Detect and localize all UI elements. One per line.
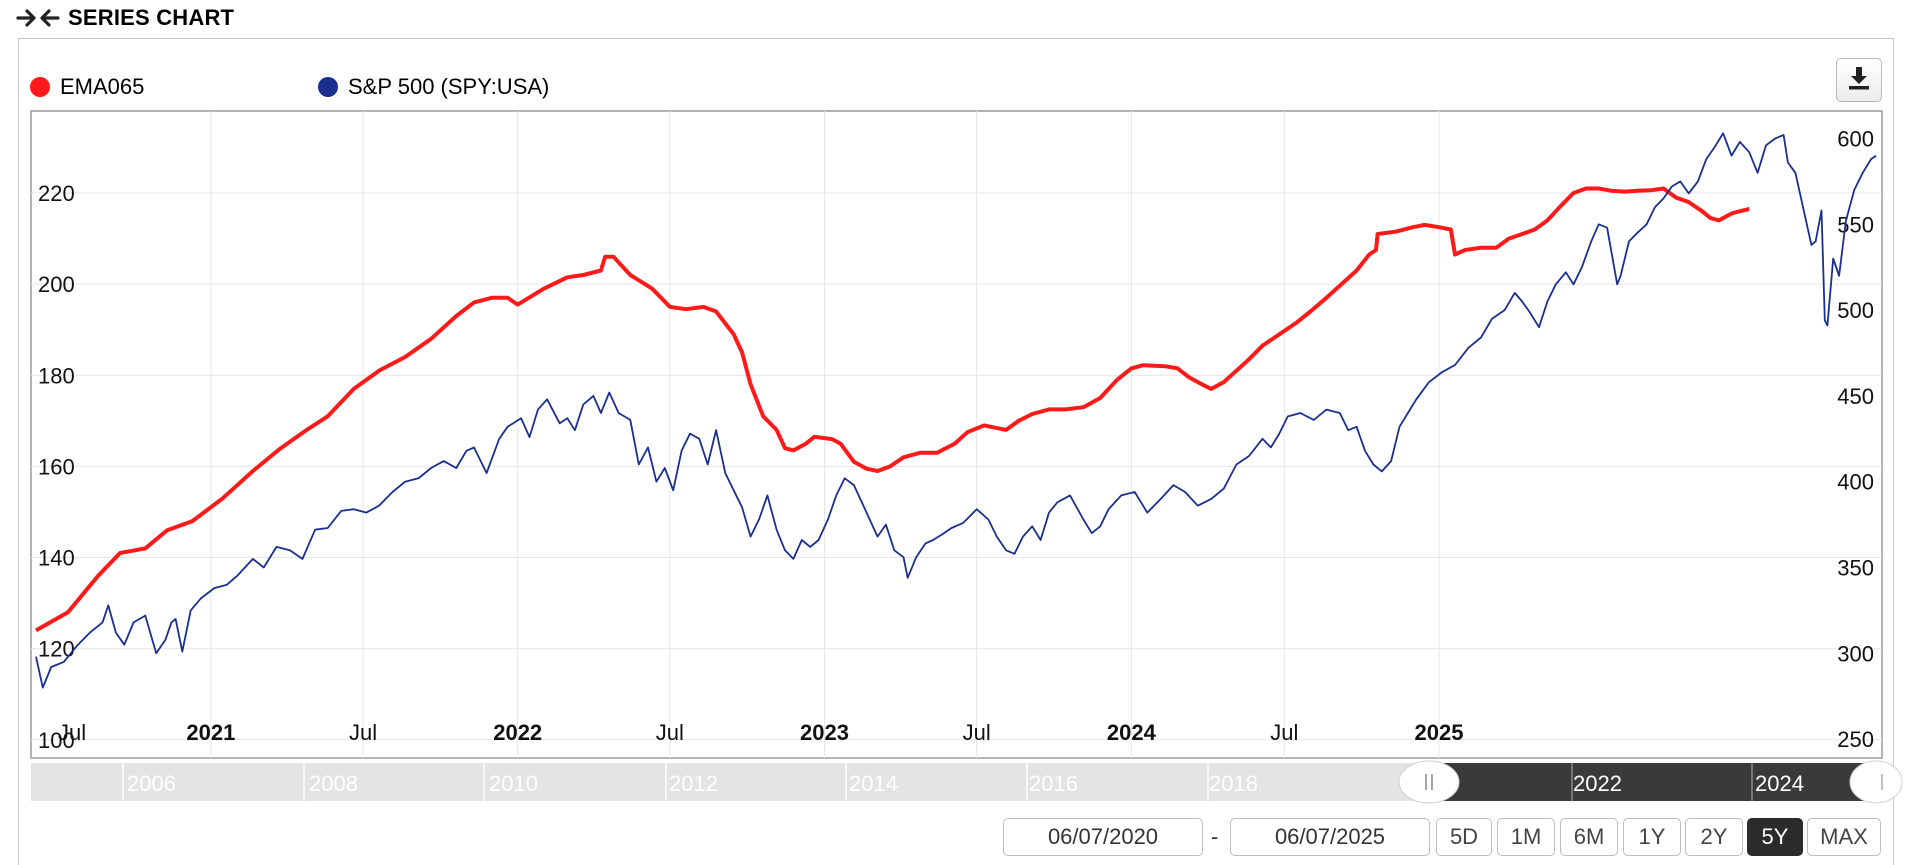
navigator-year-label: 2006 xyxy=(127,771,176,796)
chart-header: SERIES CHART xyxy=(16,4,234,32)
x-tick-label: Jul xyxy=(656,720,684,745)
x-tick-label: 2022 xyxy=(493,720,542,745)
to-date-input[interactable] xyxy=(1230,818,1430,856)
series-line-ema065 xyxy=(35,186,1750,633)
navigator-handle-left[interactable] xyxy=(1398,760,1460,804)
x-tick-label: 2021 xyxy=(186,720,235,745)
x-axis: Jul 2021 Jul 2022 Jul 2023 Jul 2024 Jul 2025 xyxy=(58,720,1463,745)
navigator-year-label: 2008 xyxy=(309,771,358,796)
from-date-input[interactable] xyxy=(1003,818,1203,856)
x-tick-label: Jul xyxy=(1270,720,1298,745)
right-tick-label: 600 xyxy=(1837,126,1874,151)
left-tick-label: 120 xyxy=(38,637,75,662)
range-button-5d[interactable]: 5D xyxy=(1436,818,1492,856)
x-tick-label: Jul xyxy=(58,720,86,745)
left-tick-label: 160 xyxy=(38,454,75,479)
right-tick-label: 250 xyxy=(1837,727,1874,752)
series-lines xyxy=(35,132,1877,689)
x-tick-label: 2024 xyxy=(1107,720,1157,745)
legend-item-spy[interactable]: S&P 500 (SPY:USA) xyxy=(318,72,549,102)
navigator-year-label: 2016 xyxy=(1029,771,1078,796)
chart-title: SERIES CHART xyxy=(68,5,235,30)
legend-marker-spy xyxy=(318,77,338,97)
left-axis: 100 120 140 160 180 200 220 xyxy=(38,181,75,753)
left-tick-label: 220 xyxy=(38,181,75,206)
right-tick-label: 550 xyxy=(1837,212,1874,237)
navigator-year-label: 2022 xyxy=(1573,771,1622,796)
legend-label-ema: EMA065 xyxy=(60,74,145,99)
right-tick-label: 400 xyxy=(1837,470,1874,495)
navigator-selection xyxy=(1418,763,1864,801)
series-line-spy xyxy=(35,132,1877,689)
right-tick-label: 500 xyxy=(1837,298,1874,323)
range-button-1m[interactable]: 1M xyxy=(1497,818,1555,856)
date-separator: - xyxy=(1211,824,1219,849)
right-tick-label: 450 xyxy=(1837,384,1874,409)
navigator-year-label: 2010 xyxy=(489,771,538,796)
x-tick-label: Jul xyxy=(349,720,377,745)
navigator-year-label: 2014 xyxy=(849,771,898,796)
x-tick-label: 2023 xyxy=(800,720,849,745)
download-button[interactable] xyxy=(1836,58,1882,102)
navigator-handle-right[interactable] xyxy=(1849,760,1903,804)
left-tick-label: 100 xyxy=(38,728,75,753)
range-button-max[interactable]: MAX xyxy=(1807,818,1881,856)
navigator-year-label: 2012 xyxy=(669,771,718,796)
range-button-5y[interactable]: 5Y xyxy=(1747,818,1803,856)
download-icon xyxy=(1846,65,1872,96)
right-tick-label: 300 xyxy=(1837,641,1874,666)
collapse-arrows-icon[interactable] xyxy=(16,6,60,30)
grid-lines xyxy=(31,111,1882,758)
navigator-year-label: 2024 xyxy=(1755,771,1804,796)
navigator-year-label: 2018 xyxy=(1209,771,1258,796)
left-tick-label: 200 xyxy=(38,272,75,297)
x-tick-label: Jul xyxy=(963,720,991,745)
left-tick-label: 180 xyxy=(38,363,75,388)
left-tick-label: 140 xyxy=(38,546,75,571)
legend-marker-ema xyxy=(30,77,50,97)
range-button-1y[interactable]: 1Y xyxy=(1623,818,1681,856)
x-tick-label: 2025 xyxy=(1415,720,1464,745)
legend-label-spy: S&P 500 (SPY:USA) xyxy=(348,74,550,99)
right-tick-label: 350 xyxy=(1837,556,1874,581)
range-button-2y[interactable]: 2Y xyxy=(1685,818,1743,856)
range-button-6m[interactable]: 6M xyxy=(1560,818,1618,856)
legend-item-ema[interactable]: EMA065 xyxy=(30,72,144,102)
right-axis: 250 300 350 400 450 500 550 600 xyxy=(1837,126,1874,752)
chart-frame xyxy=(18,38,1894,865)
plot-area xyxy=(30,110,1883,759)
navigator[interactable]: 2006 2008 2010 2012 2014 2016 2018 2022 2024 xyxy=(31,760,1903,804)
